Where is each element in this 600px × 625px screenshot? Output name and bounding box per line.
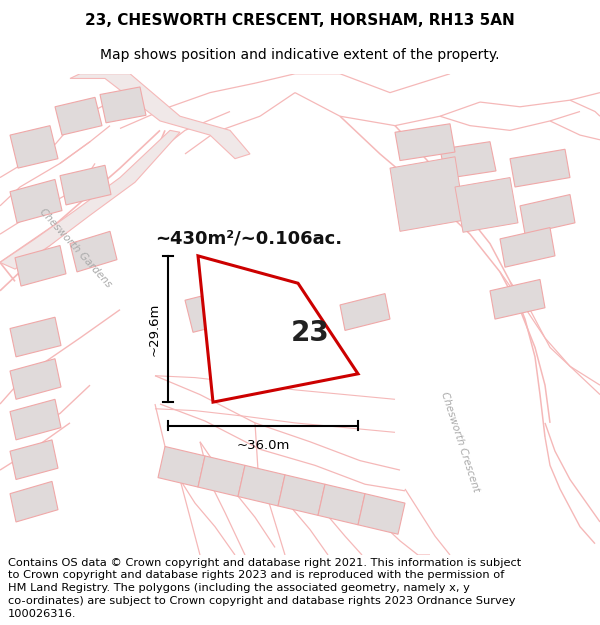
- Polygon shape: [198, 456, 245, 496]
- Text: 23, CHESWORTH CRESCENT, HORSHAM, RH13 5AN: 23, CHESWORTH CRESCENT, HORSHAM, RH13 5A…: [85, 13, 515, 28]
- Polygon shape: [455, 177, 518, 232]
- Polygon shape: [520, 194, 575, 234]
- Polygon shape: [10, 179, 62, 223]
- Polygon shape: [10, 440, 58, 479]
- Text: Chesworth Crescent: Chesworth Crescent: [439, 391, 481, 493]
- Polygon shape: [390, 157, 465, 231]
- Polygon shape: [0, 131, 180, 269]
- Polygon shape: [158, 446, 205, 487]
- Polygon shape: [10, 481, 58, 522]
- Polygon shape: [100, 87, 146, 123]
- Polygon shape: [10, 359, 61, 399]
- Text: ~36.0m: ~36.0m: [236, 439, 290, 452]
- Polygon shape: [70, 74, 250, 159]
- Polygon shape: [490, 279, 545, 319]
- Polygon shape: [10, 318, 61, 357]
- Polygon shape: [10, 399, 61, 440]
- Polygon shape: [340, 294, 390, 331]
- Polygon shape: [60, 165, 111, 205]
- Polygon shape: [238, 466, 285, 506]
- Polygon shape: [15, 246, 66, 286]
- Polygon shape: [10, 126, 58, 168]
- Text: Contains OS data © Crown copyright and database right 2021. This information is : Contains OS data © Crown copyright and d…: [8, 558, 521, 619]
- Text: Chesworth Gardens: Chesworth Gardens: [37, 207, 113, 290]
- Polygon shape: [358, 494, 405, 534]
- Polygon shape: [440, 142, 496, 179]
- Polygon shape: [55, 98, 102, 135]
- Polygon shape: [198, 256, 358, 402]
- Polygon shape: [278, 475, 325, 516]
- Text: ~430m²/~0.106ac.: ~430m²/~0.106ac.: [155, 230, 342, 248]
- Polygon shape: [185, 289, 238, 332]
- Text: ~29.6m: ~29.6m: [148, 302, 161, 356]
- Polygon shape: [395, 124, 455, 161]
- Polygon shape: [318, 484, 365, 525]
- Text: 23: 23: [290, 319, 329, 348]
- Polygon shape: [510, 149, 570, 187]
- Polygon shape: [70, 231, 117, 272]
- Polygon shape: [500, 228, 555, 268]
- Polygon shape: [230, 278, 283, 321]
- Text: Map shows position and indicative extent of the property.: Map shows position and indicative extent…: [100, 48, 500, 62]
